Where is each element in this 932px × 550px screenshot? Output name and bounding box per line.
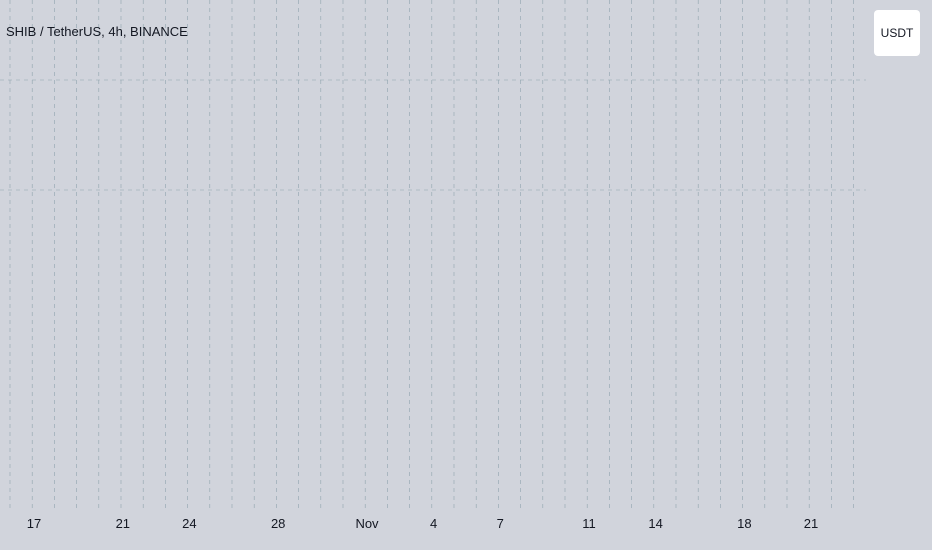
time-tick-label: 11 [582,516,596,531]
chart-grid [0,0,866,508]
time-tick-label: 21 [116,516,130,531]
time-tick-label: 24 [182,516,196,531]
currency-button[interactable]: USDT [874,10,920,56]
time-axis[interactable]: 17 21 24 28 Nov 4 7 11 14 18 21 [27,516,818,531]
time-tick-label: 7 [497,516,504,531]
time-tick-label: 14 [648,516,662,531]
time-tick-label: 4 [430,516,437,531]
time-tick-label: 17 [27,516,41,531]
time-tick-label: 21 [804,516,818,531]
chart-title: SHIB / TetherUS, 4h, BINANCE [6,24,188,39]
time-tick-label: Nov [355,516,379,531]
time-tick-label: 18 [737,516,751,531]
time-tick-label: 28 [271,516,285,531]
